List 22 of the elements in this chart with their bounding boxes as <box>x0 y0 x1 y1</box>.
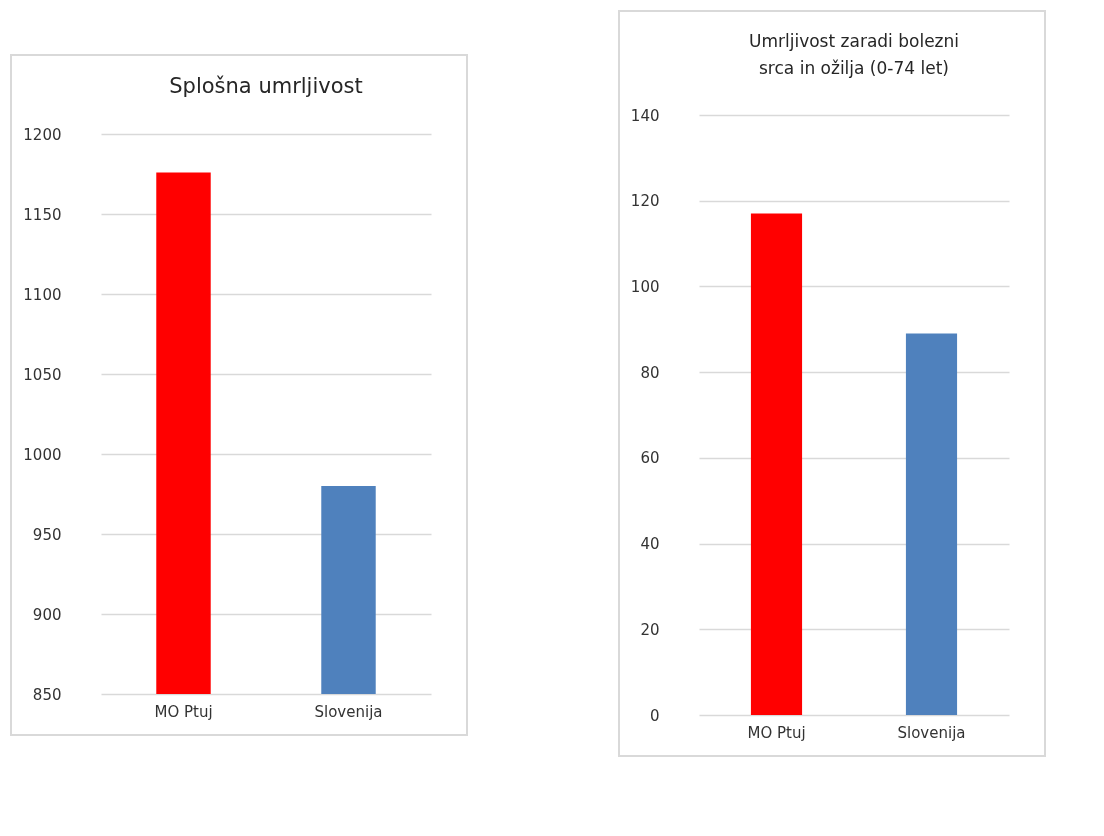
y-tick-label: 850 <box>32 685 62 704</box>
y-tick-label: 140 <box>630 106 660 125</box>
y-tick-label: 60 <box>640 449 660 468</box>
y-tick-label: 80 <box>640 363 660 382</box>
y-tick-label: 1200 <box>23 125 62 144</box>
y-tick-label: 100 <box>630 277 660 296</box>
y-tick-label: 1150 <box>23 205 62 224</box>
y-tick-label: 1100 <box>23 285 62 304</box>
chart-title: Splošna umrljivost <box>169 74 363 98</box>
y-tick-label: 40 <box>640 535 660 554</box>
y-tick-label: 1000 <box>23 445 62 464</box>
y-tick-label: 20 <box>640 620 660 639</box>
y-tick-label: 900 <box>32 605 62 624</box>
x-tick-label: MO Ptuj <box>154 702 213 721</box>
y-tick-label: 950 <box>32 525 62 544</box>
x-tick-label: Slovenija <box>897 723 966 742</box>
y-tick-label: 120 <box>630 192 660 211</box>
chart-title: Umrljivost zaradi bolezni srca in ožilja (0-74 let) <box>748 30 960 78</box>
x-tick-label: MO Ptuj <box>747 723 806 742</box>
y-tick-label: 1050 <box>23 365 62 384</box>
y-tick-label: 0 <box>649 706 660 725</box>
x-tick-label: Slovenija <box>314 702 383 721</box>
